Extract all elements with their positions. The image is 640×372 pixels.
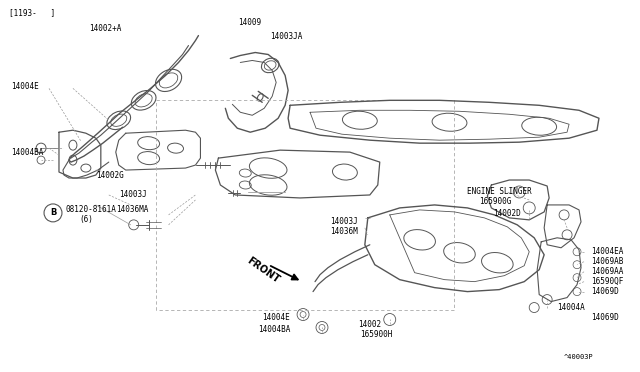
Text: 14004E: 14004E <box>262 313 290 322</box>
Text: 14003J: 14003J <box>330 217 358 227</box>
Text: 14003JA: 14003JA <box>270 32 303 41</box>
Text: 14069D: 14069D <box>591 287 619 296</box>
Text: 14004E: 14004E <box>11 82 39 91</box>
Text: 165900H: 165900H <box>360 330 392 339</box>
Text: 14069D: 14069D <box>591 313 619 322</box>
Text: 14003J: 14003J <box>119 190 147 199</box>
Text: 14004EA: 14004EA <box>591 247 623 256</box>
Text: 14004BA: 14004BA <box>258 325 291 334</box>
Text: 14009: 14009 <box>238 18 261 27</box>
Text: ENGINE SLINGER: ENGINE SLINGER <box>467 187 532 196</box>
Text: 14002G: 14002G <box>96 170 124 180</box>
Text: [1193-   ]: [1193- ] <box>9 8 56 17</box>
Text: 14036M: 14036M <box>330 227 358 236</box>
Text: 14002+A: 14002+A <box>89 24 121 33</box>
Text: 08120-8161A: 08120-8161A <box>66 205 117 214</box>
Text: 14004BA: 14004BA <box>11 148 44 157</box>
Text: 14069AB: 14069AB <box>591 257 623 266</box>
Text: FRONT: FRONT <box>245 256 282 285</box>
Text: 14002D: 14002D <box>493 209 521 218</box>
Text: B: B <box>50 208 56 217</box>
Text: 14004A: 14004A <box>557 303 585 312</box>
Text: 14002: 14002 <box>358 320 381 329</box>
Text: 14036MA: 14036MA <box>116 205 148 214</box>
Text: 16590QF: 16590QF <box>591 277 623 286</box>
Text: 165900G: 165900G <box>479 198 512 206</box>
Text: 14069AA: 14069AA <box>591 267 623 276</box>
Text: (6): (6) <box>79 215 93 224</box>
Text: ^40003P: ^40003P <box>564 355 594 360</box>
